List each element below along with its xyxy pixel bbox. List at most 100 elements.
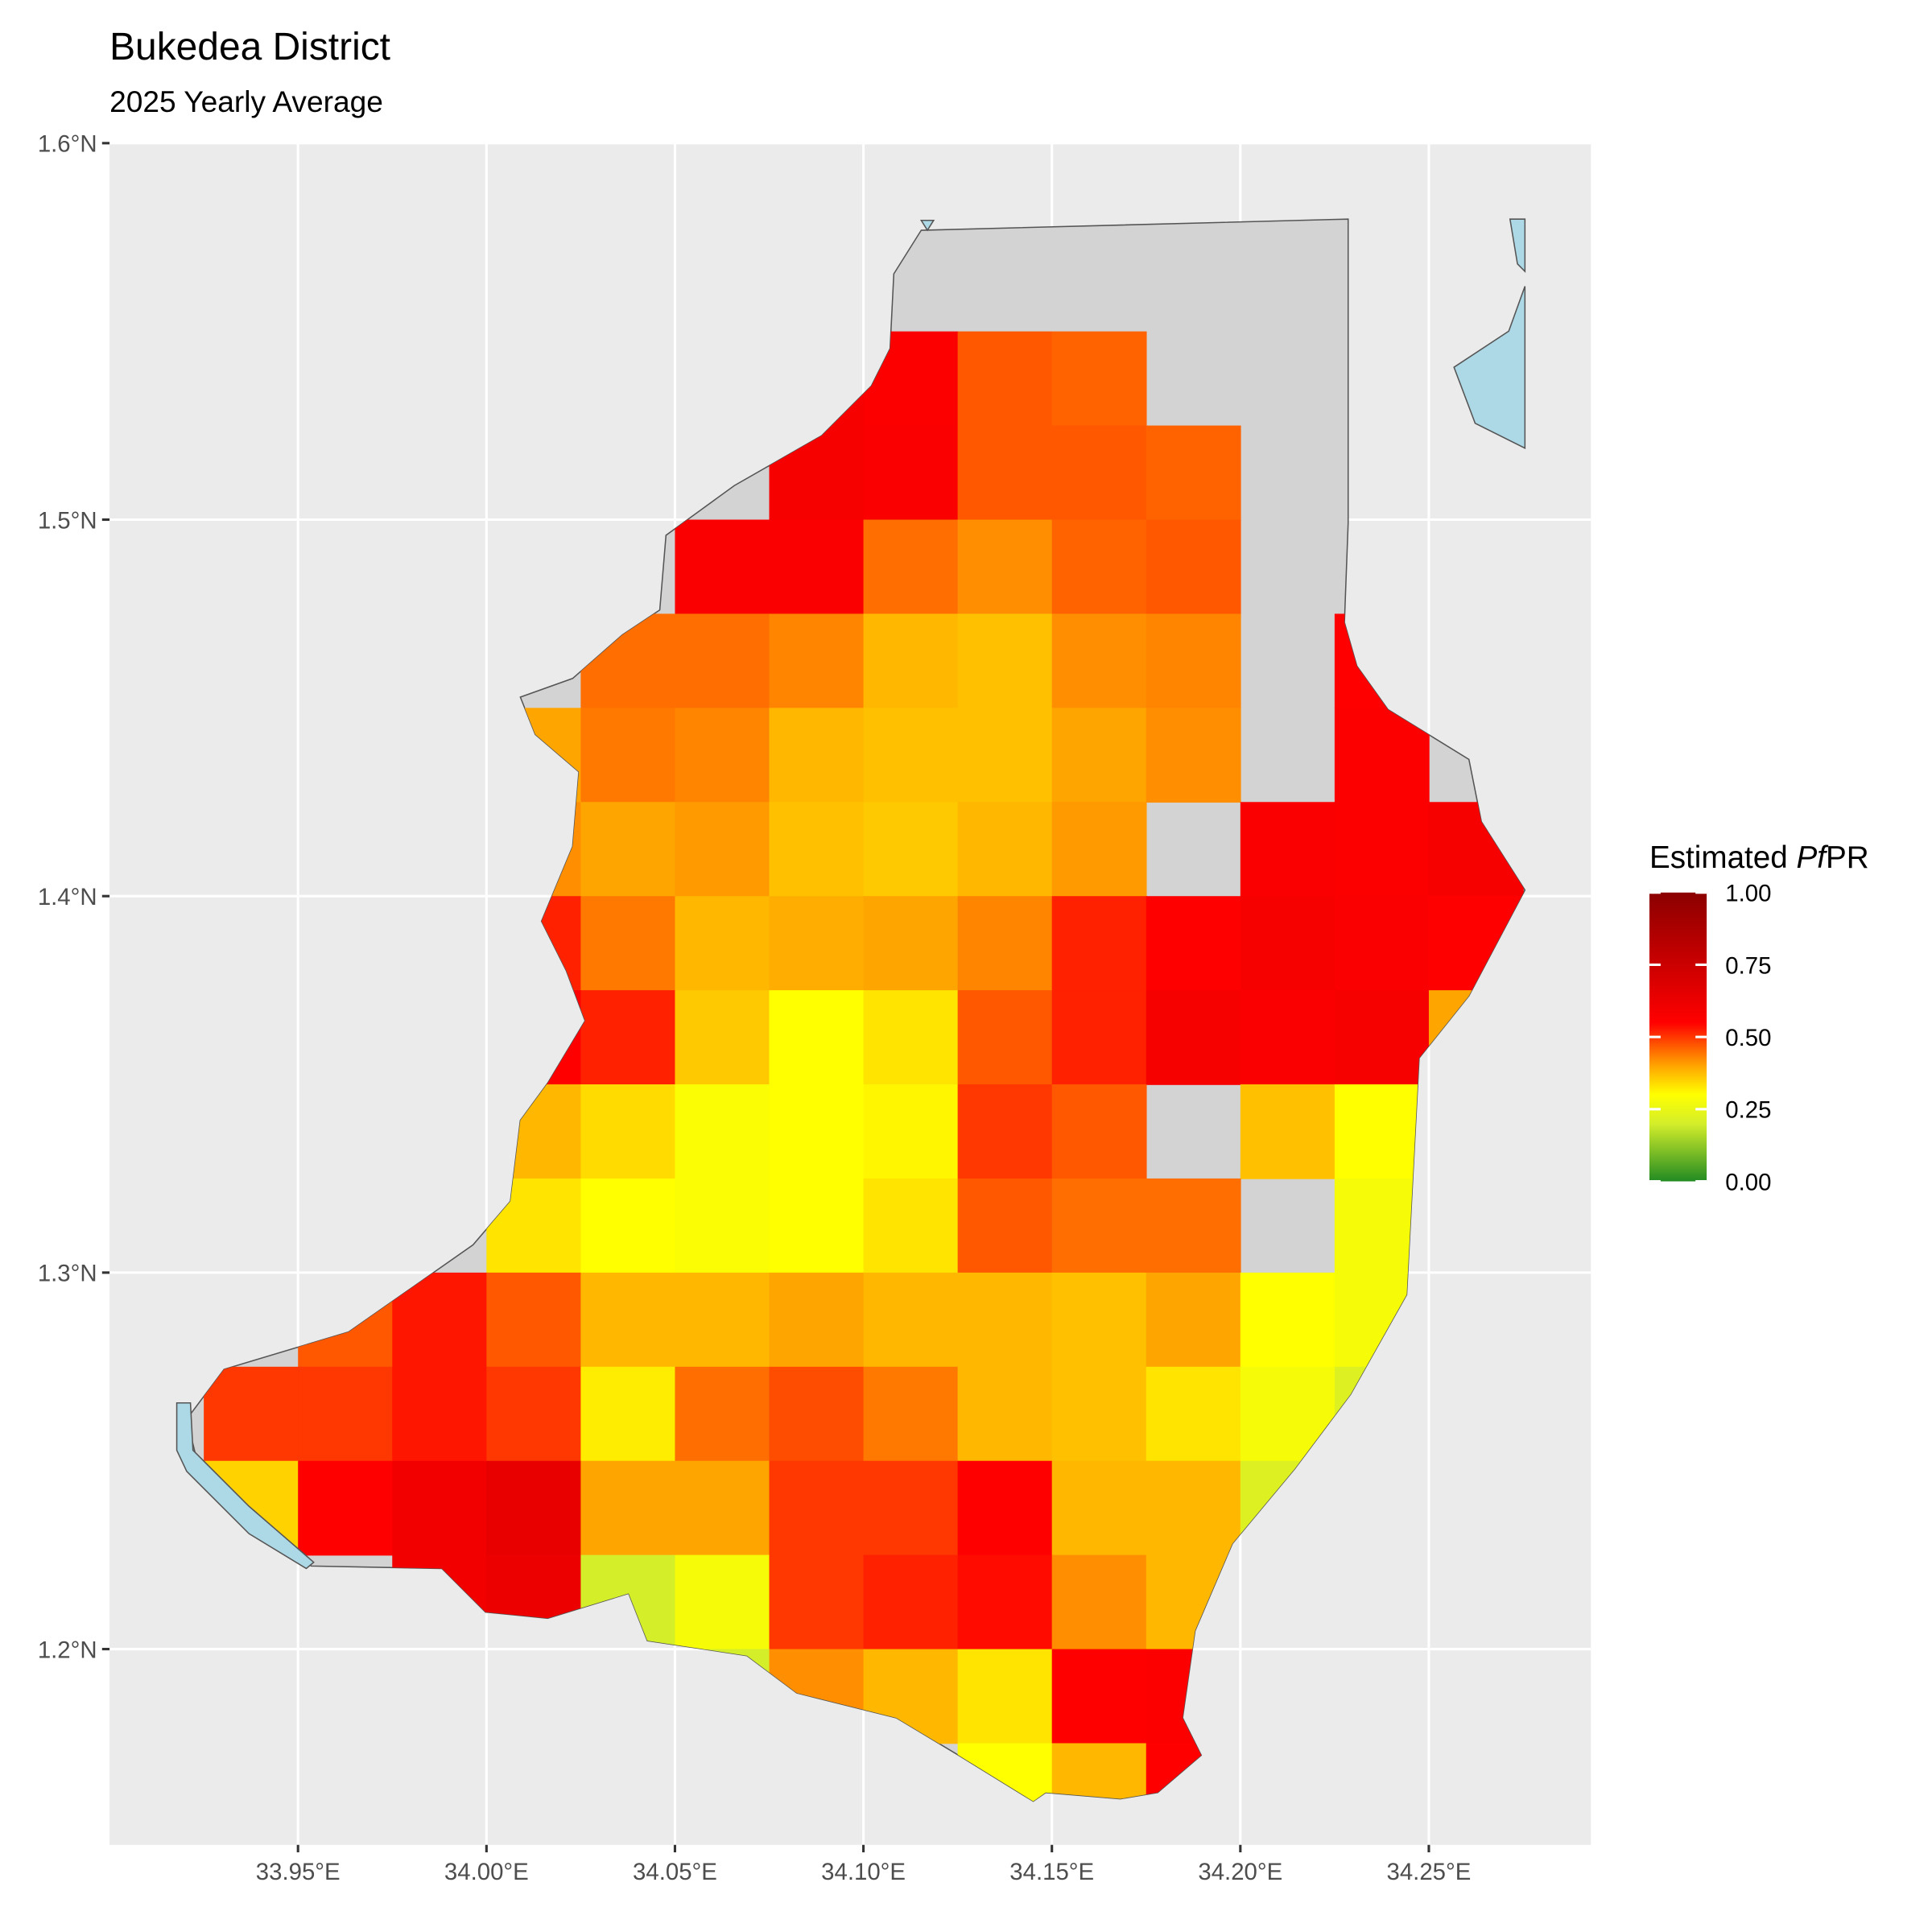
x-tick-label: 33.95°E (256, 1859, 341, 1885)
raster-cell (392, 1460, 488, 1556)
raster-cell (957, 1178, 1053, 1274)
raster-cell (769, 896, 865, 991)
raster-cell (957, 802, 1053, 897)
raster-cell (580, 896, 676, 991)
raster-cell (1051, 802, 1147, 897)
raster-cell (769, 990, 865, 1085)
raster-cell (675, 1178, 770, 1274)
raster-cell (1240, 1272, 1335, 1368)
raster-cell (675, 613, 770, 709)
raster-cell (675, 1084, 770, 1179)
raster-cell (1146, 896, 1241, 991)
title: Bukedea District (109, 26, 390, 68)
raster-cell (1051, 1272, 1147, 1368)
raster-cell (1146, 613, 1241, 709)
raster-cell (957, 425, 1053, 521)
raster-cell (863, 1178, 959, 1274)
water-body (175, 1402, 315, 1570)
raster-cell (675, 708, 770, 803)
raster-cell (1334, 990, 1430, 1085)
raster-cell (1146, 1460, 1241, 1556)
raster-cell (1051, 896, 1147, 991)
raster-cell (1051, 1178, 1147, 1274)
raster-cell (1051, 990, 1147, 1085)
raster-cell (486, 1460, 582, 1556)
raster-cell (675, 1366, 770, 1462)
raster-cell (1051, 519, 1147, 615)
legend-tick-label: 1.00 (1725, 881, 1771, 907)
raster-cell (580, 1084, 676, 1179)
water-body (1509, 218, 1526, 273)
raster-cell (675, 990, 770, 1085)
raster-cell (1146, 1272, 1241, 1368)
legend-title: Estimated PfPR (1649, 840, 1869, 875)
raster-cell (1051, 708, 1147, 803)
raster-cell (769, 1366, 865, 1462)
raster-cell (1146, 1178, 1241, 1274)
raster-cell (580, 802, 676, 897)
raster-cell (957, 613, 1053, 709)
y-tick-label: 1.2°N (38, 1637, 97, 1663)
raster-cell (580, 1178, 676, 1274)
legend-title-part: Estimated (1649, 840, 1797, 875)
legend-tick-label: 0.75 (1725, 952, 1771, 979)
raster-cell (769, 1554, 865, 1650)
raster-cell (863, 708, 959, 803)
raster-cell (1051, 331, 1147, 427)
raster-cell (675, 1460, 770, 1556)
raster-cell (1240, 1084, 1335, 1179)
raster-cell (1334, 896, 1430, 991)
raster-cell (863, 990, 959, 1085)
legend-tick-label: 0.25 (1725, 1097, 1771, 1124)
raster-cell (1146, 425, 1241, 521)
raster-cell (957, 519, 1053, 615)
raster-cell (1051, 1649, 1147, 1744)
raster-cell (1146, 708, 1241, 803)
raster-cell (675, 1272, 770, 1368)
raster-cell (769, 1460, 865, 1556)
raster-cell (675, 519, 770, 615)
raster-cell (863, 1272, 959, 1368)
raster-cell (1051, 1366, 1147, 1462)
raster-cell (1240, 990, 1335, 1085)
raster-cell (1051, 1460, 1147, 1556)
x-tick-label: 34.10°E (821, 1859, 906, 1885)
raster-cell (863, 1084, 959, 1179)
raster-cell (863, 1460, 959, 1556)
raster-cell (957, 1554, 1053, 1650)
water-body (1453, 286, 1526, 449)
raster-cell (1051, 1554, 1147, 1650)
raster-cell (298, 1366, 394, 1462)
raster-cell (392, 1366, 488, 1462)
raster-cell (1240, 802, 1335, 897)
raster-cell (1334, 802, 1430, 897)
raster-cell (957, 1649, 1053, 1744)
raster-cell (957, 1272, 1053, 1368)
raster-cell (675, 1554, 770, 1650)
raster-cell (863, 896, 959, 991)
raster-cell (580, 1460, 676, 1556)
raster-cell (1051, 613, 1147, 709)
raster-cell (863, 802, 959, 897)
raster-cell (486, 1272, 582, 1368)
y-tick-label: 1.4°N (38, 884, 97, 910)
raster-cell (580, 1272, 676, 1368)
raster-cell (769, 802, 865, 897)
raster-cell (769, 613, 865, 709)
raster-cell (769, 519, 865, 615)
subtitle: 2025 Yearly Average (109, 85, 383, 118)
x-tick-label: 34.05°E (633, 1859, 717, 1885)
raster-cell (1146, 990, 1241, 1085)
y-tick-label: 1.6°N (38, 131, 97, 158)
raster-cell (1051, 1084, 1147, 1179)
raster-cell (1146, 519, 1241, 615)
raster-cell (675, 896, 770, 991)
raster-cell (863, 613, 959, 709)
raster-cell (486, 1366, 582, 1462)
raster-cell (863, 519, 959, 615)
raster-cell (298, 1460, 394, 1556)
raster-cell (580, 1366, 676, 1462)
x-tick-label: 34.20°E (1198, 1859, 1282, 1885)
